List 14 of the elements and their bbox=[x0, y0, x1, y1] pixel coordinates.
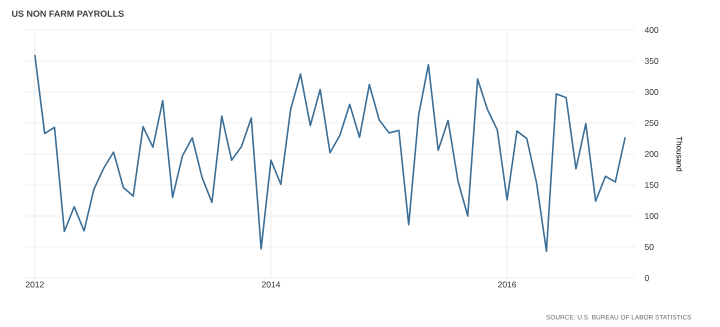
y-tick-label: 350 bbox=[644, 58, 658, 64]
y-tick-label: 50 bbox=[644, 244, 654, 250]
chart-title: US NON FARM PAYROLLS bbox=[12, 10, 124, 17]
x-tick-label: 2014 bbox=[262, 282, 280, 288]
y-tick-label: 250 bbox=[644, 120, 658, 126]
line-series bbox=[34, 54, 626, 252]
y-tick-label: 300 bbox=[644, 89, 658, 95]
y-tick-label: 100 bbox=[645, 213, 658, 219]
y-tick-label: 0 bbox=[644, 275, 649, 281]
x-tick-label: 2012 bbox=[26, 282, 44, 288]
y-tick-label: 400 bbox=[644, 27, 658, 33]
y-tick-label: 200 bbox=[644, 151, 658, 157]
x-tick-label: 2016 bbox=[498, 282, 516, 288]
y-tick-label: 150 bbox=[645, 182, 658, 188]
